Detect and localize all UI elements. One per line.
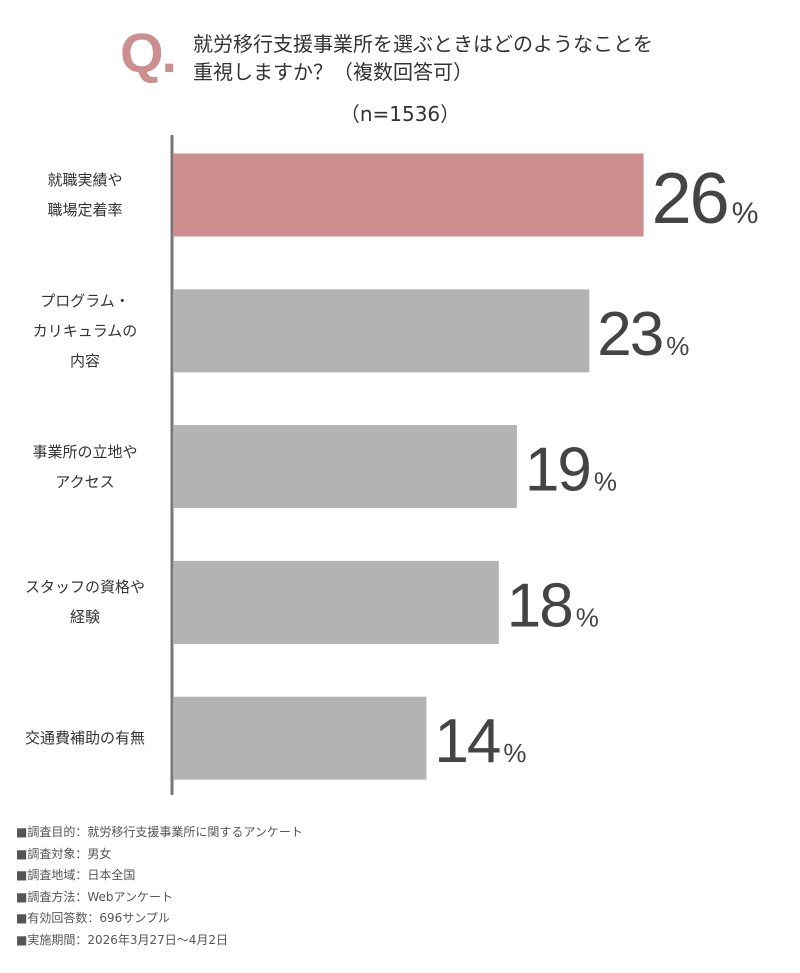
- value-unit: %: [666, 331, 689, 361]
- note: ■調査対象：男女: [16, 846, 112, 861]
- note: ■有効回答数：696サンプル: [16, 911, 170, 925]
- q-mark: Q.: [120, 21, 177, 84]
- category-label: スタッフの資格や 経験: [24, 578, 145, 627]
- value-unit: %: [576, 602, 599, 632]
- note: ■調査地域：日本全国: [16, 868, 136, 882]
- category-label: プログラム・ カリキュラムの 内容: [32, 291, 138, 370]
- category-label: 事業所の立地や アクセス: [32, 442, 138, 491]
- value-label: 26%: [652, 159, 759, 239]
- value-label: 23%: [597, 300, 689, 369]
- value-number: 14: [434, 707, 499, 776]
- notes: ■調査目的：就労移行支援事業所に関するアンケート ■調査対象：男女 ■調査地域：日本…: [16, 822, 303, 951]
- note: ■実施期間：2026年3月27日〜4月2日: [16, 932, 229, 947]
- value-label: 14%: [434, 707, 526, 776]
- bar: [173, 696, 427, 780]
- chart-title: 就労移行支援事業所を選ぶときはどのようなことを 重視しますか？（複数回答可）: [193, 32, 653, 84]
- value-number: 18: [507, 571, 572, 640]
- category-label: 就職実績や 職場定着率: [47, 171, 123, 219]
- value-unit: %: [732, 197, 759, 230]
- value-unit: %: [503, 738, 526, 768]
- bar: [173, 560, 499, 644]
- chart-subtitle: （n=1536）: [339, 102, 461, 126]
- value-unit: %: [594, 467, 617, 497]
- value-label: 19%: [525, 436, 617, 505]
- value-number: 23: [597, 300, 662, 369]
- category-label: 交通費補助の有無: [24, 729, 145, 748]
- value-label: 18%: [507, 571, 599, 640]
- value-number: 19: [525, 436, 590, 505]
- value-number: 26: [652, 159, 728, 239]
- note: ■調査方法：Webアンケート: [16, 889, 174, 904]
- bar: [173, 289, 590, 373]
- bar: [173, 425, 517, 509]
- bar: [173, 153, 644, 237]
- note: ■調査目的：就労移行支援事業所に関するアンケート: [16, 825, 303, 839]
